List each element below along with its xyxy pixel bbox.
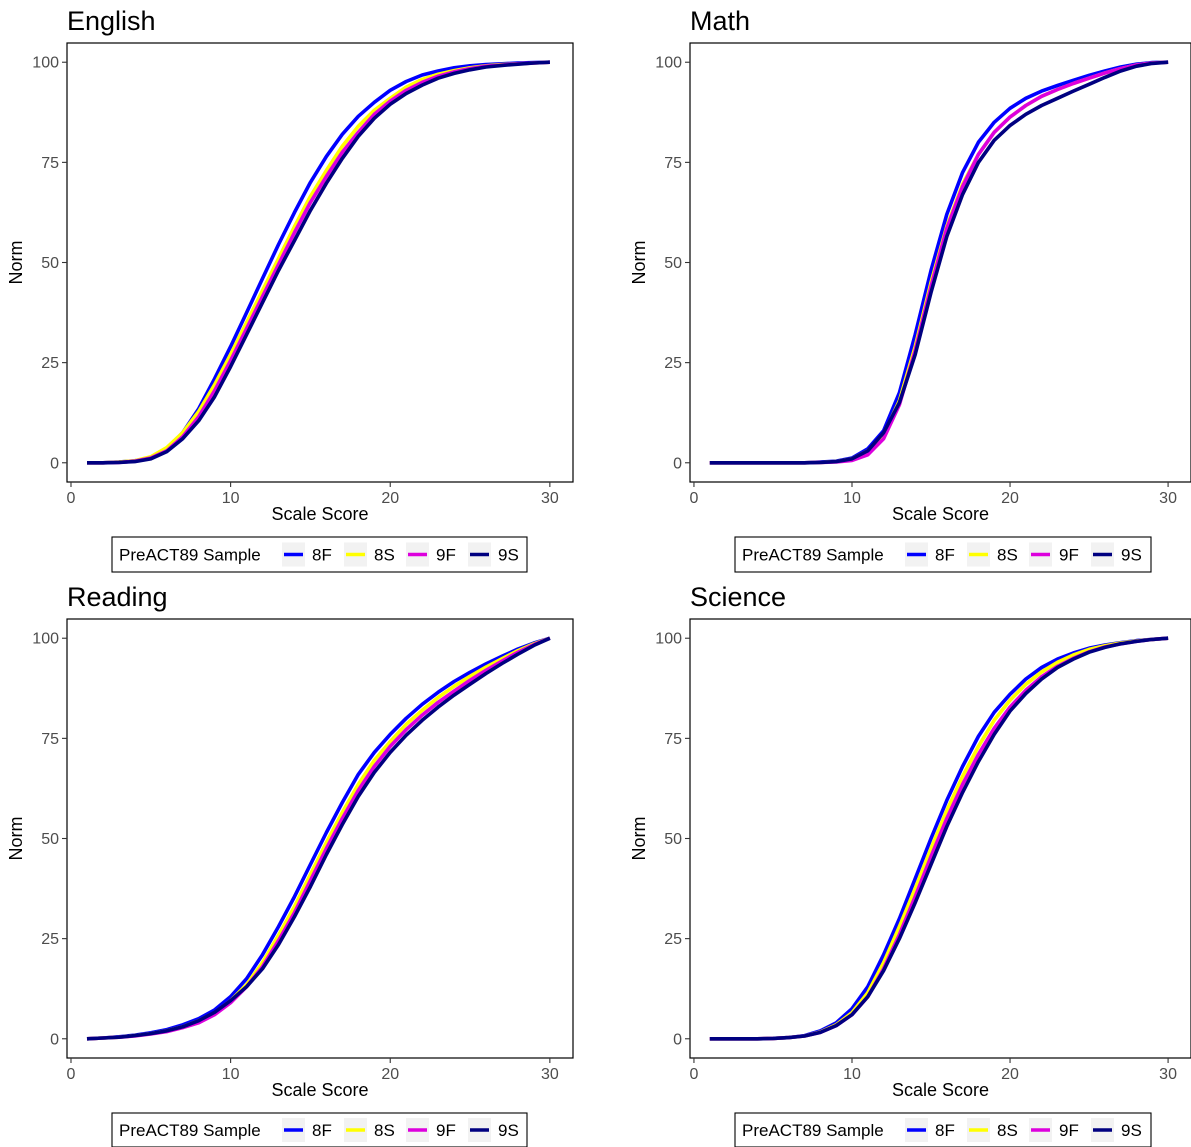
legend-box [734,536,1152,573]
legend-label: 8F [935,1121,955,1140]
legend: PreACT89 Sample 8F 8S 9F 9S [111,536,528,573]
y-tick-label: 50 [664,255,682,272]
legend-label: 9S [498,546,519,565]
y-axis-title: Norm [629,817,649,861]
y-tick-label: 25 [664,355,682,372]
y-tick-label: 100 [655,55,682,72]
x-axis-title: Scale Score [271,1080,368,1100]
y-tick-label: 75 [41,731,59,748]
x-axis-title: Scale Score [892,504,989,524]
chart-title: Math [690,6,750,36]
legend-title: PreACT89 Sample [742,1121,884,1140]
x-tick-label: 20 [1001,490,1019,507]
legend: PreACT89 Sample 8F 8S 9F 9S [734,1112,1152,1147]
x-tick-label: 30 [1159,1066,1177,1083]
x-tick-label: 30 [541,490,559,507]
chart-panel-science: Science 0 25 50 75 100 0 10 20 30 Scale Score Norm P… [629,582,1191,1147]
x-tick-label: 10 [843,1066,861,1083]
y-tick-label: 0 [673,455,682,472]
y-tick-label: 100 [655,631,682,648]
y-tick-label: 25 [41,355,59,372]
x-tick-label: 20 [381,490,399,507]
legend-label: 9F [436,1121,456,1140]
x-tick-label: 20 [381,1066,399,1083]
legend-label: 8S [997,546,1018,565]
y-tick-label: 75 [41,155,59,172]
legend-label: 9S [498,1121,519,1140]
y-tick-label: 25 [664,931,682,948]
x-tick-label: 0 [689,490,698,507]
legend: PreACT89 Sample 8F 8S 9F 9S [111,1112,528,1147]
legend-label: 8S [374,546,395,565]
x-tick-label: 0 [67,1066,76,1083]
legend-label: 8F [935,546,955,565]
y-axis-title: Norm [6,241,26,285]
y-tick-label: 25 [41,931,59,948]
chart-panel-reading: Reading 0 25 50 75 100 0 10 20 30 Scale Score Norm P… [6,582,574,1147]
y-axis-title: Norm [629,241,649,285]
y-tick-label: 100 [32,55,59,72]
x-axis-title: Scale Score [271,504,368,524]
series-line-9s [709,60,1169,465]
series-line-9s [709,636,1169,1041]
chart-title: Reading [67,582,168,612]
y-tick-label: 50 [41,831,59,848]
legend: PreACT89 Sample 8F 8S 9F 9S [734,536,1152,573]
legend-label: 8S [374,1121,395,1140]
x-tick-label: 30 [1159,490,1177,507]
legend-label: 9F [436,546,456,565]
plot-frame [66,42,574,483]
legend-label: 8F [312,546,332,565]
x-axis-title: Scale Score [892,1080,989,1100]
legend-label: 8S [997,1121,1018,1140]
chart-panel-math: Math 0 25 50 75 100 0 10 20 30 Scale Score Norm PreA… [629,6,1191,573]
legend-title: PreACT89 Sample [742,546,884,565]
legend-label: 8F [312,1121,332,1140]
x-tick-label: 10 [222,490,240,507]
y-tick-label: 100 [32,631,59,648]
legend-title: PreACT89 Sample [119,546,261,565]
series-line-9s [86,636,551,1041]
legend-label: 9F [1059,1121,1079,1140]
plot-frame [66,618,574,1059]
x-tick-label: 10 [843,490,861,507]
legend-label: 9F [1059,546,1079,565]
x-tick-label: 10 [222,1066,240,1083]
legend-box [111,1112,528,1147]
y-tick-label: 50 [664,831,682,848]
legend-label: 9S [1121,1121,1142,1140]
legend-title: PreACT89 Sample [119,1121,261,1140]
chart-panel-english: English 0 25 50 75 100 0 10 20 30 Scale Score Norm P… [6,6,574,573]
legend-box [734,1112,1152,1147]
x-tick-label: 20 [1001,1066,1019,1083]
y-tick-label: 50 [41,255,59,272]
x-tick-label: 0 [689,1066,698,1083]
legend-box [111,536,528,573]
y-tick-label: 0 [50,455,59,472]
chart-title: Science [690,582,786,612]
y-tick-label: 0 [50,1031,59,1048]
y-tick-label: 75 [664,155,682,172]
y-axis-title: Norm [6,817,26,861]
chart-title: English [67,6,156,36]
x-tick-label: 30 [541,1066,559,1083]
x-tick-label: 0 [67,490,76,507]
series-line-9s [87,60,550,465]
y-tick-label: 75 [664,731,682,748]
y-tick-label: 0 [673,1031,682,1048]
legend-label: 9S [1121,546,1142,565]
